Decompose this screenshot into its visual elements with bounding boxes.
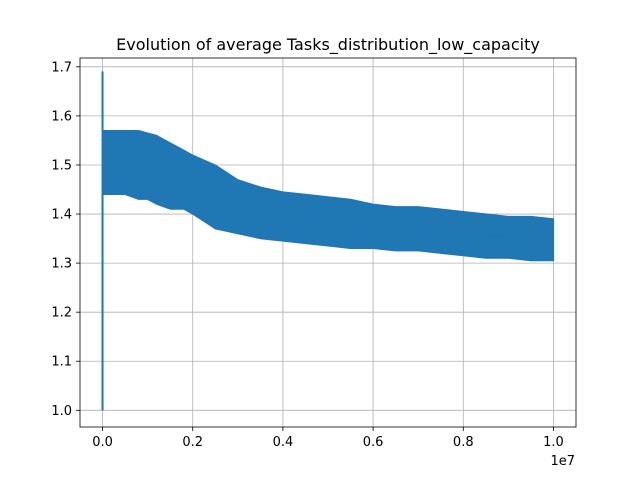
x-tick-label: 0.4 — [273, 435, 294, 450]
x-tick-label: 1.0 — [543, 435, 564, 450]
y-tick-label: 1.0 — [51, 404, 72, 419]
x-tick-label: 0.2 — [182, 435, 203, 450]
series-line — [101, 70, 554, 411]
y-tick-label: 1.2 — [51, 306, 72, 321]
x-tick-label: 0.0 — [92, 435, 113, 450]
y-tick-label: 1.1 — [51, 355, 72, 370]
series-layer — [101, 70, 555, 411]
axis-ticks: 0.0 0.2 0.4 0.6 0.8 1.0 1.0 1.1 1.2 1.3 1.4 1.5 1.6 1… — [51, 60, 563, 450]
series-noise-band — [101, 130, 555, 262]
x-tick-label: 0.6 — [363, 435, 384, 450]
chart-title: Evolution of average Tasks_distribution_… — [116, 35, 540, 55]
plot-frame — [79, 57, 577, 428]
y-tick-label: 1.7 — [51, 60, 72, 75]
y-tick-label: 1.4 — [51, 208, 72, 223]
y-tick-label: 1.5 — [51, 158, 72, 173]
x-offset-label: 1e7 — [550, 454, 575, 469]
y-tick-label: 1.3 — [51, 257, 72, 272]
x-tick-label: 0.8 — [453, 435, 474, 450]
y-tick-label: 1.6 — [51, 109, 72, 124]
